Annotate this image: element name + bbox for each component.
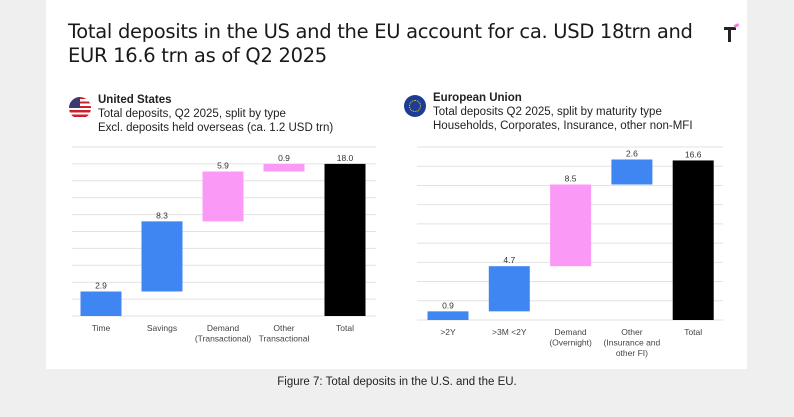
eu-chart-header: European Union Total deposits Q2 2025, s… bbox=[433, 91, 693, 133]
bar bbox=[550, 184, 592, 267]
bar bbox=[80, 291, 122, 316]
x-tick-label: Demand bbox=[555, 327, 587, 337]
data-label: 4.7 bbox=[503, 255, 515, 265]
data-label: 18.0 bbox=[337, 153, 354, 163]
us-waterfall-chart: 2.9 Time 8.3 Savings 5.9 Demand(Transactional… bbox=[72, 146, 376, 344]
x-tick-label: Time bbox=[92, 323, 111, 333]
x-tick-label: Demand bbox=[207, 323, 239, 333]
bar bbox=[488, 266, 530, 312]
eu-region: European Union bbox=[433, 92, 522, 104]
data-label: 16.6 bbox=[685, 149, 702, 159]
us-flag-icon bbox=[69, 97, 91, 119]
x-tick-label: Other bbox=[273, 323, 294, 333]
data-label: 5.9 bbox=[217, 161, 229, 171]
bar bbox=[427, 311, 469, 320]
x-tick-label: >3M <2Y bbox=[492, 327, 527, 337]
us-region: United States bbox=[98, 94, 172, 106]
x-tick-label: Transactional bbox=[259, 334, 310, 344]
x-tick-label: (Insurance and bbox=[604, 338, 661, 348]
bar bbox=[672, 160, 714, 320]
x-tick-label: Other bbox=[621, 327, 642, 337]
bar bbox=[141, 221, 183, 292]
x-tick-label: Total bbox=[684, 327, 702, 337]
eu-note: Households, Corporates, Insurance, other… bbox=[433, 120, 693, 132]
figure-card bbox=[46, 0, 747, 369]
bar bbox=[324, 163, 366, 316]
eu-subtitle: Total deposits Q2 2025, split by maturit… bbox=[433, 106, 662, 118]
x-tick-label: >2Y bbox=[440, 327, 456, 337]
bar bbox=[263, 163, 305, 172]
brand-logo-icon bbox=[723, 23, 741, 44]
x-tick-label: other FI) bbox=[616, 348, 648, 358]
data-label: 0.9 bbox=[442, 300, 454, 310]
figure-caption: Figure 7: Total deposits in the U.S. and… bbox=[277, 376, 517, 388]
x-tick-label: Total bbox=[336, 323, 354, 333]
bar bbox=[202, 171, 244, 222]
data-label: 2.9 bbox=[95, 280, 107, 290]
data-label: 8.5 bbox=[565, 173, 577, 183]
data-label: 2.6 bbox=[626, 148, 638, 158]
us-note: Excl. deposits held overseas (ca. 1.2 US… bbox=[98, 122, 334, 134]
x-tick-label: (Transactional) bbox=[195, 334, 252, 344]
figure-title: Total deposits in the US and the EU acco… bbox=[68, 20, 693, 67]
us-chart-header: United States Total deposits, Q2 2025, s… bbox=[98, 93, 333, 135]
eu-waterfall-chart: 0.9 >2Y 4.7 >3M <2Y 8.5 Demand(Overnight) 2.6 O… bbox=[417, 146, 723, 358]
data-label: 8.3 bbox=[156, 210, 168, 220]
us-subtitle: Total deposits, Q2 2025, split by type bbox=[98, 108, 286, 120]
eu-flag-icon bbox=[404, 95, 426, 117]
x-tick-label: Savings bbox=[147, 323, 177, 333]
bar bbox=[611, 159, 653, 185]
x-tick-label: (Overnight) bbox=[549, 338, 592, 348]
data-label: 0.9 bbox=[278, 153, 290, 163]
